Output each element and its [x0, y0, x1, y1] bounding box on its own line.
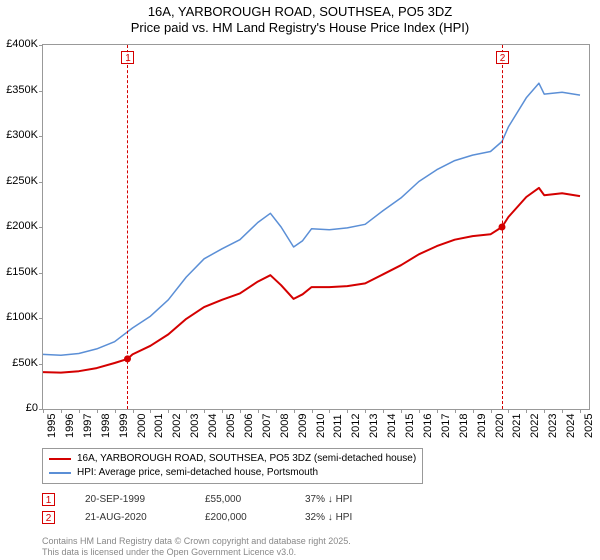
- y-tick-label: £200K: [6, 220, 38, 232]
- x-tick-label: 2016: [422, 414, 434, 438]
- sale-vline: [127, 45, 128, 409]
- y-tick-mark: [39, 136, 43, 137]
- y-tick-mark: [39, 364, 43, 365]
- sale-record-pct: 32% ↓ HPI: [305, 512, 395, 523]
- x-tick-label: 2012: [350, 414, 362, 438]
- legend-row: 16A, YARBOROUGH ROAD, SOUTHSEA, PO5 3DZ …: [49, 452, 416, 466]
- sale-marker-box: 1: [121, 51, 134, 64]
- x-tick-label: 1998: [100, 414, 112, 438]
- x-tick-label: 2003: [189, 414, 201, 438]
- sale-record-row: 1 20-SEP-1999 £55,000 37% ↓ HPI: [42, 490, 395, 508]
- x-tick-label: 2001: [153, 414, 165, 438]
- legend-label: 16A, YARBOROUGH ROAD, SOUTHSEA, PO5 3DZ …: [77, 452, 416, 466]
- y-tick-mark: [39, 45, 43, 46]
- x-tick-label: 2004: [207, 414, 219, 438]
- x-axis: 1995 1996 1997 1998 1999 2000 2001 2002 2003 2004…: [42, 410, 590, 442]
- sale-record-pct: 37% ↓ HPI: [305, 494, 395, 505]
- footer-line-2: This data is licensed under the Open Gov…: [42, 547, 351, 558]
- y-tick-mark: [39, 91, 43, 92]
- y-tick-label: £300K: [6, 129, 38, 141]
- sale-record-date: 20-SEP-1999: [85, 494, 175, 505]
- x-tick-label: 2002: [171, 414, 183, 438]
- chart-title: 16A, YARBOROUGH ROAD, SOUTHSEA, PO5 3DZ …: [0, 0, 600, 37]
- x-tick-label: 2013: [368, 414, 380, 438]
- footer-attribution: Contains HM Land Registry data © Crown c…: [42, 536, 351, 558]
- x-tick-label: 2019: [476, 414, 488, 438]
- sale-marker-box: 2: [496, 51, 509, 64]
- x-tick-label: 2011: [332, 414, 344, 438]
- sale-record-date: 21-AUG-2020: [85, 512, 175, 523]
- x-tick-label: 1997: [82, 414, 94, 438]
- y-tick-label: £100K: [6, 311, 38, 323]
- sale-record-marker: 1: [42, 493, 55, 506]
- x-tick-label: 2014: [386, 414, 398, 438]
- x-tick-label: 2006: [243, 414, 255, 438]
- sales-table: 1 20-SEP-1999 £55,000 37% ↓ HPI 2 21-AUG-2020…: [42, 490, 395, 526]
- x-tick-label: 2005: [225, 414, 237, 438]
- x-tick-label: 2000: [136, 414, 148, 438]
- y-tick-label: £150K: [6, 266, 38, 278]
- y-tick-label: £0: [26, 402, 38, 414]
- legend-swatch: [49, 458, 71, 460]
- x-tick-label: 1999: [118, 414, 130, 438]
- x-tick-label: 2022: [529, 414, 541, 438]
- title-line-2: Price paid vs. HM Land Registry's House …: [0, 20, 600, 36]
- x-tick-label: 2009: [297, 414, 309, 438]
- chart-container: 16A, YARBOROUGH ROAD, SOUTHSEA, PO5 3DZ …: [0, 0, 600, 560]
- x-tick-label: 2007: [261, 414, 273, 438]
- y-tick-label: £350K: [6, 84, 38, 96]
- plot-area: 12: [42, 44, 590, 410]
- x-tick-label: 2021: [511, 414, 523, 438]
- y-tick-mark: [39, 227, 43, 228]
- series-hpi: [43, 83, 580, 355]
- y-tick-mark: [39, 318, 43, 319]
- x-tick-label: 2020: [494, 414, 506, 438]
- y-axis: £0£50K£100K£150K£200K£250K£300K£350K£400…: [0, 44, 40, 410]
- legend-label: HPI: Average price, semi-detached house,…: [77, 466, 318, 480]
- sale-record-row: 2 21-AUG-2020 £200,000 32% ↓ HPI: [42, 508, 395, 526]
- x-tick-label: 2015: [404, 414, 416, 438]
- y-tick-label: £400K: [6, 38, 38, 50]
- x-tick-label: 2010: [315, 414, 327, 438]
- x-tick-label: 2024: [565, 414, 577, 438]
- sale-record-price: £55,000: [205, 494, 275, 505]
- legend: 16A, YARBOROUGH ROAD, SOUTHSEA, PO5 3DZ …: [42, 448, 590, 488]
- legend-box: 16A, YARBOROUGH ROAD, SOUTHSEA, PO5 3DZ …: [42, 448, 423, 484]
- x-tick-label: 2025: [583, 414, 595, 438]
- y-tick-mark: [39, 273, 43, 274]
- series-property: [43, 188, 580, 373]
- y-tick-label: £250K: [6, 175, 38, 187]
- x-tick-label: 2018: [458, 414, 470, 438]
- footer-line-1: Contains HM Land Registry data © Crown c…: [42, 536, 351, 547]
- x-tick-label: 2023: [547, 414, 559, 438]
- x-tick-label: 1996: [64, 414, 76, 438]
- y-tick-label: £50K: [12, 357, 38, 369]
- sale-record-marker: 2: [42, 511, 55, 524]
- legend-row: HPI: Average price, semi-detached house,…: [49, 466, 416, 480]
- x-tick-label: 1995: [46, 414, 58, 438]
- x-tick-label: 2017: [440, 414, 452, 438]
- sale-vline: [502, 45, 503, 409]
- y-tick-mark: [39, 182, 43, 183]
- x-tick-label: 2008: [279, 414, 291, 438]
- legend-swatch: [49, 472, 71, 474]
- title-line-1: 16A, YARBOROUGH ROAD, SOUTHSEA, PO5 3DZ: [0, 4, 600, 20]
- sale-record-price: £200,000: [205, 512, 275, 523]
- plot-svg: [43, 45, 589, 409]
